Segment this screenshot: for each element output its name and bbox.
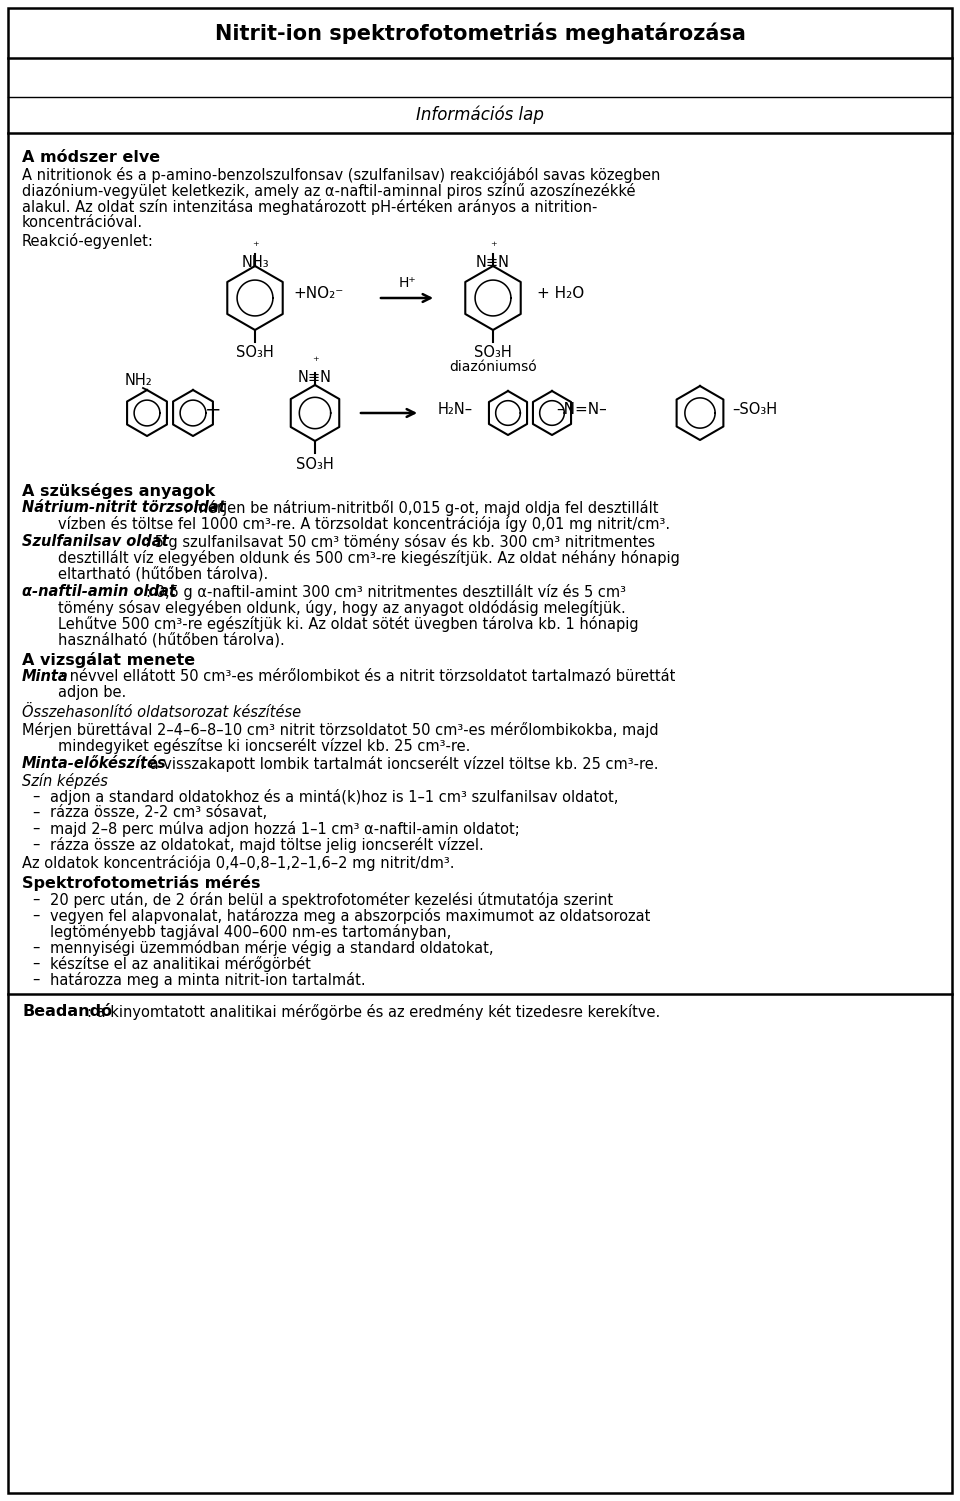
Text: Információs lap: Információs lap bbox=[416, 105, 544, 125]
Text: alakul. Az oldat szín intenzitása meghatározott pH-értéken arányos a nitrition-: alakul. Az oldat szín intenzitása meghat… bbox=[22, 200, 597, 215]
Text: Lehűtve 500 cm³-re egészítjük ki. Az oldat sötét üvegben tárolva kb. 1 hónapig: Lehűtve 500 cm³-re egészítjük ki. Az old… bbox=[58, 615, 638, 632]
Text: N≡N: N≡N bbox=[298, 371, 332, 384]
Text: koncentrációval.: koncentrációval. bbox=[22, 215, 143, 230]
Text: NH₃: NH₃ bbox=[241, 255, 269, 270]
Text: A vizsgálat menete: A vizsgálat menete bbox=[22, 651, 195, 668]
Text: Spektrofotometriás mérés: Spektrofotometriás mérés bbox=[22, 875, 260, 892]
Text: 20 perc után, de 2 órán belül a spektrofotométer kezelési útmutatója szerint: 20 perc után, de 2 órán belül a spektrof… bbox=[50, 892, 613, 908]
Text: +: + bbox=[204, 401, 221, 420]
Text: : a visszakapott lombik tartalmát ioncserélt vízzel töltse kb. 25 cm³-re.: : a visszakapott lombik tartalmát ioncse… bbox=[140, 757, 659, 772]
Text: adjon a standard oldatokhoz és a mintá(k)hoz is 1–1 cm³ szulfanilsav oldatot,: adjon a standard oldatokhoz és a mintá(k… bbox=[50, 790, 618, 805]
Text: Összehasonlító oldatsorozat készítése: Összehasonlító oldatsorozat készítése bbox=[22, 705, 301, 720]
Text: SO₃H: SO₃H bbox=[474, 345, 512, 360]
Text: + H₂O: + H₂O bbox=[537, 287, 585, 302]
Text: : a kinyomtatott analitikai mérőgörbe és az eredmény két tizedesre kerekítve.: : a kinyomtatott analitikai mérőgörbe és… bbox=[87, 1004, 660, 1021]
Text: Beadandó: Beadandó bbox=[22, 1004, 112, 1019]
Text: –SO₃H: –SO₃H bbox=[732, 402, 778, 417]
Text: vegyen fel alapvonalat, határozza meg a abszorpciós maximumot az oldatsorozat: vegyen fel alapvonalat, határozza meg a … bbox=[50, 908, 650, 925]
Text: NH₂: NH₂ bbox=[125, 374, 153, 387]
Text: Minta: Minta bbox=[22, 669, 69, 684]
Text: –: – bbox=[32, 790, 39, 805]
Text: : mérjen be nátrium-nitritből 0,015 g-ot, majd oldja fel desztillált: : mérjen be nátrium-nitritből 0,015 g-ot… bbox=[184, 500, 659, 516]
Text: –: – bbox=[32, 908, 39, 923]
Text: Mérjen bürettával 2–4–6–8–10 cm³ nitrit törzsoldatot 50 cm³-es mérőlombikokba, m: Mérjen bürettával 2–4–6–8–10 cm³ nitrit … bbox=[22, 722, 659, 738]
Text: mindegyiket egészítse ki ioncserélt vízzel kb. 25 cm³-re.: mindegyiket egészítse ki ioncserélt vízz… bbox=[58, 738, 470, 754]
Text: Nátrium-nitrit törzsoldat: Nátrium-nitrit törzsoldat bbox=[22, 500, 226, 515]
Text: eltartható (hűtőben tárolva).: eltartható (hűtőben tárolva). bbox=[58, 566, 268, 581]
Text: diazónium-vegyület keletkezik, amely az α-naftil-aminnal piros színű azoszínezék: diazónium-vegyület keletkezik, amely az … bbox=[22, 183, 636, 200]
Text: vízben és töltse fel 1000 cm³-re. A törzsoldat koncentrációja így 0,01 mg nitrit: vízben és töltse fel 1000 cm³-re. A törz… bbox=[58, 516, 670, 531]
Text: Nitrit-ion spektrofotometriás meghatározása: Nitrit-ion spektrofotometriás meghatároz… bbox=[215, 23, 745, 44]
Text: A módszer elve: A módszer elve bbox=[22, 150, 160, 165]
Text: Szín képzés: Szín képzés bbox=[22, 773, 108, 790]
Text: N≡N: N≡N bbox=[476, 255, 510, 270]
Text: +NO₂⁻: +NO₂⁻ bbox=[293, 287, 344, 302]
Text: A szükséges anyagok: A szükséges anyagok bbox=[22, 483, 215, 498]
Text: –: – bbox=[32, 940, 39, 955]
Text: Reakció-egyenlet:: Reakció-egyenlet: bbox=[22, 233, 154, 249]
Text: rázza össze, 2-2 cm³ sósavat,: rázza össze, 2-2 cm³ sósavat, bbox=[50, 805, 267, 820]
Text: A nitritionok és a p-amino-benzolszulfonsav (szulfanilsav) reakciójából savas kö: A nitritionok és a p-amino-benzolszulfon… bbox=[22, 167, 660, 183]
Text: SO₃H: SO₃H bbox=[296, 456, 334, 471]
Text: : névvel ellátott 50 cm³-es mérőlombikot és a nitrit törzsoldatot tartalmazó bür: : névvel ellátott 50 cm³-es mérőlombikot… bbox=[60, 669, 676, 684]
Text: majd 2–8 perc múlva adjon hozzá 1–1 cm³ α-naftil-amin oldatot;: majd 2–8 perc múlva adjon hozzá 1–1 cm³ … bbox=[50, 821, 519, 838]
Text: –: – bbox=[32, 892, 39, 907]
Text: Szulfanilsav oldat: Szulfanilsav oldat bbox=[22, 534, 169, 549]
Text: ⁺: ⁺ bbox=[312, 356, 319, 368]
Text: tömény sósav elegyében oldunk, úgy, hogy az anyagot oldódásig melegítjük.: tömény sósav elegyében oldunk, úgy, hogy… bbox=[58, 600, 626, 615]
Text: –: – bbox=[32, 973, 39, 988]
Text: : 0,5 g α-naftil-amint 300 cm³ nitritmentes desztillált víz és 5 cm³: : 0,5 g α-naftil-amint 300 cm³ nitritmen… bbox=[146, 584, 626, 600]
Text: rázza össze az oldatokat, majd töltse jelig ioncserélt vízzel.: rázza össze az oldatokat, majd töltse je… bbox=[50, 838, 484, 853]
Text: –: – bbox=[32, 838, 39, 853]
Text: : 5 g szulfanilsavat 50 cm³ tömény sósav és kb. 300 cm³ nitritmentes: : 5 g szulfanilsavat 50 cm³ tömény sósav… bbox=[145, 534, 655, 549]
Text: α-naftil-amin oldat: α-naftil-amin oldat bbox=[22, 584, 176, 599]
Text: SO₃H: SO₃H bbox=[236, 345, 274, 360]
Text: H⁺: H⁺ bbox=[398, 276, 416, 290]
Text: H₂N–: H₂N– bbox=[438, 402, 473, 417]
Text: legtöményebb tagjával 400–600 nm-es tartományban,: legtöményebb tagjával 400–600 nm-es tart… bbox=[50, 925, 451, 940]
Text: készítse el az analitikai mérőgörbét: készítse el az analitikai mérőgörbét bbox=[50, 956, 311, 973]
Text: –: – bbox=[32, 821, 39, 836]
Text: desztillált víz elegyében oldunk és 500 cm³-re kiegészítjük. Az oldat néhány hón: desztillált víz elegyében oldunk és 500 … bbox=[58, 549, 680, 566]
Text: mennyiségi üzemmódban mérje végig a standard oldatokat,: mennyiségi üzemmódban mérje végig a stan… bbox=[50, 940, 493, 956]
Text: –N=N–: –N=N– bbox=[556, 402, 607, 417]
Text: határozza meg a minta nitrit-ion tartalmát.: határozza meg a minta nitrit-ion tartalm… bbox=[50, 973, 366, 988]
Text: ⁺: ⁺ bbox=[252, 240, 258, 254]
Text: Az oldatok koncentrációja 0,4–0,8–1,2–1,6–2 mg nitrit/dm³.: Az oldatok koncentrációja 0,4–0,8–1,2–1,… bbox=[22, 856, 454, 871]
Text: diazóniumsó: diazóniumsó bbox=[449, 360, 537, 374]
Text: Minta-előkészítés: Minta-előkészítés bbox=[22, 757, 167, 772]
Text: adjon be.: adjon be. bbox=[58, 684, 127, 699]
Text: –: – bbox=[32, 805, 39, 820]
Text: ⁺: ⁺ bbox=[490, 240, 496, 254]
Text: használható (hűtőben tárolva).: használható (hűtőben tárolva). bbox=[58, 632, 285, 647]
Text: –: – bbox=[32, 956, 39, 971]
